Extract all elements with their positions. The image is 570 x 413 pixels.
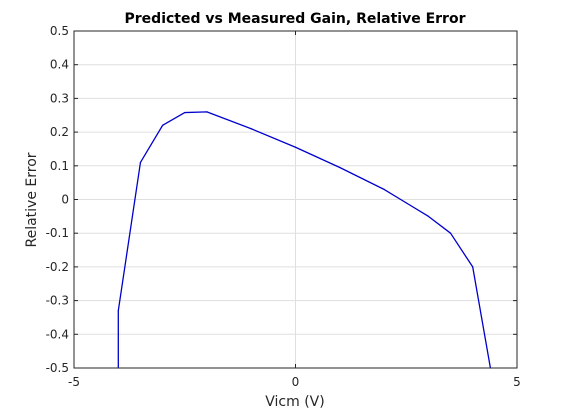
- y-tick-label-2: -0.3: [46, 294, 69, 308]
- data-point-0-10: [405, 202, 407, 204]
- y-tick-label-10: 0.5: [50, 24, 69, 38]
- y-tick-label-0: -0.5: [46, 361, 69, 375]
- y-tick-label-4: -0.1: [46, 226, 69, 240]
- data-point-0-4: [184, 111, 186, 114]
- x-tick-label-2: 5: [513, 375, 521, 389]
- data-point-0-11: [427, 215, 429, 217]
- data-point-0-1: [117, 310, 119, 312]
- y-tick-label-9: 0.4: [50, 58, 69, 72]
- data-point-0-9: [383, 188, 385, 190]
- y-tick-label-3: -0.2: [46, 260, 69, 274]
- data-point-0-8: [339, 166, 341, 169]
- y-tick-label-6: 0.1: [50, 159, 69, 173]
- data-point-0-6: [250, 128, 252, 130]
- data-point-0-5: [206, 111, 208, 113]
- grid: [73, 30, 518, 369]
- data-point-0-7: [294, 146, 297, 148]
- x-tick-label-0: -5: [68, 375, 80, 389]
- x-axis-label: Vicm (V): [265, 394, 324, 410]
- x-tick-label-1: 0: [292, 375, 300, 389]
- y-tick-label-8: 0.3: [50, 91, 69, 105]
- data-point-0-13: [472, 266, 474, 268]
- data-point-0-12: [449, 232, 452, 234]
- y-tick-label-5: 0: [61, 193, 69, 207]
- y-axis-label: Relative Error: [24, 152, 40, 247]
- data-point-0-2: [139, 161, 142, 164]
- chart-title: Predicted vs Measured Gain, Relative Err…: [125, 11, 466, 27]
- y-tick-label-1: -0.4: [46, 327, 69, 341]
- ticks: -5 0 5 -0.5 -0.4 -0.3 -0.2 -0.1 0 0.1 0.2 0.3 0.4 0.5: [46, 24, 521, 389]
- data-point-0-3: [162, 124, 164, 126]
- y-tick-label-7: 0.2: [50, 125, 69, 139]
